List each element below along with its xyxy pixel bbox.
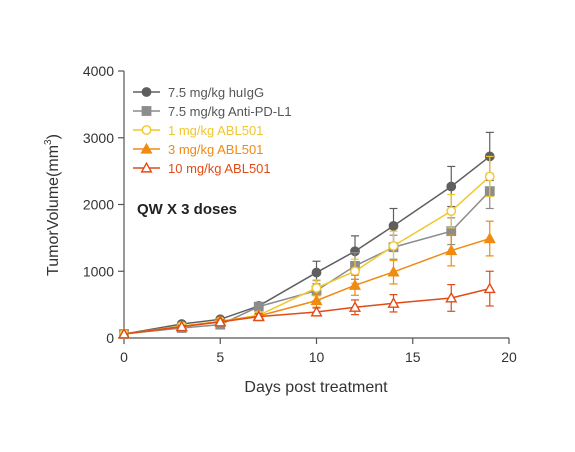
data-point — [117, 327, 131, 339]
legend-item: 3 mg/kg ABL501 — [133, 142, 263, 157]
legend-item: 7.5 mg/kg Anti-PD-L1 — [133, 104, 292, 119]
series-5 — [117, 270, 496, 339]
data-point — [445, 291, 458, 303]
series-3 — [119, 155, 495, 339]
x-tick-label: 15 — [405, 349, 421, 365]
y-tick-label: 1000 — [83, 263, 114, 279]
x-tick-label: 10 — [309, 349, 325, 365]
data-point — [350, 266, 360, 277]
series-line — [123, 155, 491, 335]
y-tick-label: 3000 — [83, 130, 114, 146]
legend-marker — [140, 142, 153, 154]
data-point — [446, 206, 457, 217]
axes: 0 5 10 15 20 0 1000 2000 3000 4000 — [83, 63, 517, 365]
y-axis-title-main: TumorVolume(mm — [45, 145, 62, 276]
data-point — [445, 244, 458, 256]
data-point — [388, 240, 399, 251]
data-point — [310, 294, 323, 306]
data-point — [484, 171, 495, 182]
annotation-text: QW X 3 doses — [137, 201, 237, 218]
legend-marker — [141, 87, 152, 97]
data-point — [175, 320, 188, 332]
x-tick-label: 5 — [216, 349, 224, 365]
data-point — [483, 282, 496, 294]
legend-marker — [141, 106, 152, 116]
legend: 7.5 mg/kg huIgG 7.5 mg/kg Anti-PD-L1 1 mg/… — [133, 85, 292, 176]
data-point — [388, 220, 399, 231]
data-point — [252, 310, 265, 322]
series-layer — [117, 131, 496, 339]
legend-item: 1 mg/kg ABL501 — [133, 123, 263, 138]
legend-label: 1 mg/kg ABL501 — [168, 123, 263, 138]
x-axis-title: Days post treatment — [244, 379, 388, 396]
y-tick-label: 2000 — [83, 197, 114, 213]
legend-item: 10 mg/kg ABL501 — [133, 161, 271, 176]
data-point — [214, 315, 227, 327]
data-point — [253, 301, 264, 312]
y-axis-title: TumorVolume(mm3) — [43, 134, 62, 276]
y-axis-title-sup: 3 — [43, 139, 54, 145]
data-point — [311, 267, 322, 278]
y-tick-label: 0 — [106, 330, 114, 346]
legend-label: 7.5 mg/kg Anti-PD-L1 — [168, 104, 292, 119]
x-tick-label: 0 — [120, 349, 128, 365]
data-point — [311, 283, 322, 293]
data-point — [387, 297, 400, 308]
legend-label: 10 mg/kg ABL501 — [168, 161, 271, 176]
legend-marker — [141, 125, 152, 135]
legend-label: 7.5 mg/kg huIgG — [168, 85, 264, 100]
legend-label: 3 mg/kg ABL501 — [168, 142, 263, 157]
data-point — [310, 305, 323, 317]
data-point — [446, 181, 457, 192]
y-axis-title-close: ) — [45, 134, 62, 139]
data-point — [483, 232, 496, 244]
x-tick-label: 20 — [501, 349, 517, 365]
data-point — [387, 265, 400, 277]
data-point — [348, 301, 362, 312]
legend-item: 7.5 mg/kg huIgG — [133, 85, 264, 100]
series-line — [123, 237, 490, 335]
y-tick-label: 4000 — [83, 63, 114, 79]
data-point — [348, 278, 362, 290]
series-4 — [117, 220, 496, 339]
legend-marker — [140, 161, 153, 173]
